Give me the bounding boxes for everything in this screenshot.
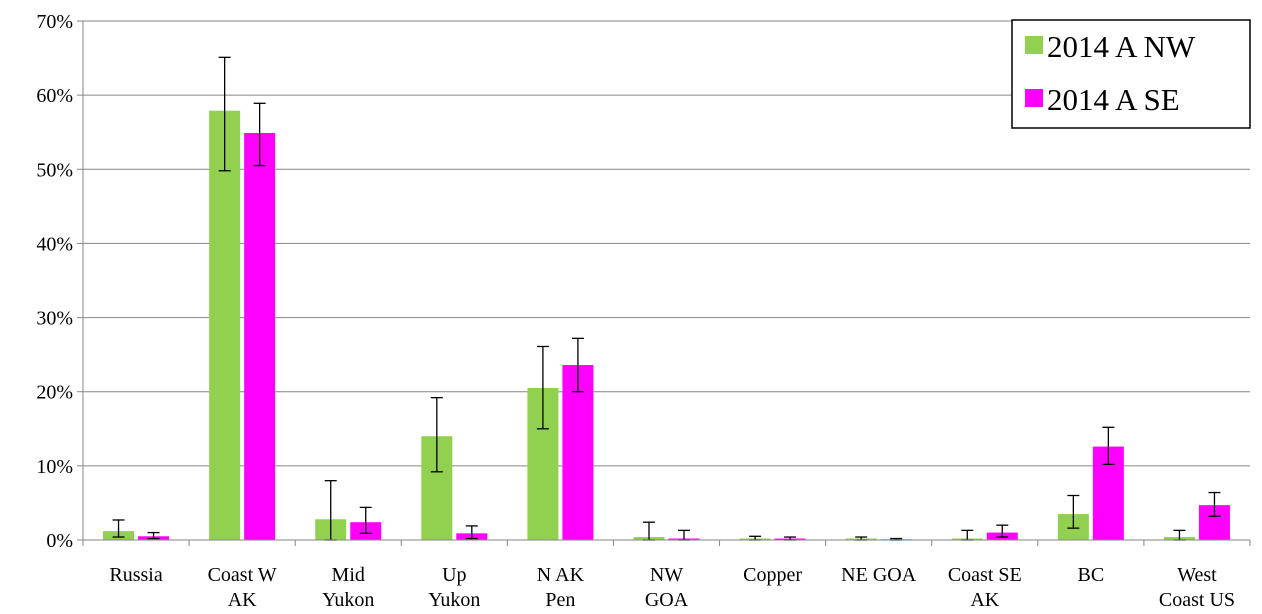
x-category-label: West xyxy=(1177,564,1217,586)
y-tick-label: 10% xyxy=(36,456,73,478)
legend-label: 2014 A SE xyxy=(1047,82,1180,117)
x-category-label: Yukon xyxy=(322,589,374,611)
x-category-label: Coast US xyxy=(1159,589,1235,611)
y-tick-label: 50% xyxy=(36,159,73,181)
x-category-label: Mid xyxy=(332,564,365,586)
x-category-label: BC xyxy=(1078,564,1105,586)
x-category-label: Pen xyxy=(545,589,575,611)
error-bars xyxy=(112,56,1221,541)
x-category-label: AK xyxy=(970,589,999,611)
legend: 2014 A NW 2014 A SE xyxy=(1011,19,1251,129)
y-tick-label: 60% xyxy=(36,85,73,107)
legend-box xyxy=(1011,19,1251,129)
y-axis: 0% 10% 20% 30% 40% 50% 60% 70% xyxy=(36,11,84,552)
bar xyxy=(209,110,241,540)
y-tick-label: 40% xyxy=(36,233,73,255)
x-category-label: Copper xyxy=(743,564,802,586)
bar xyxy=(244,132,276,540)
y-tick-label: 20% xyxy=(36,382,73,404)
x-category-label: GOA xyxy=(645,589,689,611)
y-tick-label: 0% xyxy=(46,530,73,552)
legend-swatch xyxy=(1025,36,1043,54)
y-tick-label: 30% xyxy=(36,308,73,330)
gridlines xyxy=(83,20,1250,467)
bars xyxy=(103,110,1230,540)
x-category-label: NW xyxy=(650,564,683,586)
bar xyxy=(562,365,594,540)
x-axis: Russia Coast W AK Mid Yukon Up Yukon N AK Pen NW G… xyxy=(82,539,1251,611)
x-category-label: Up xyxy=(442,564,466,586)
x-category-label: Coast W xyxy=(208,564,277,586)
x-category-label: Coast SE xyxy=(948,564,1022,586)
x-category-label: Russia xyxy=(109,564,162,586)
legend-label: 2014 A NW xyxy=(1047,29,1196,64)
x-category-label: NE GOA xyxy=(841,564,917,586)
x-category-label: N AK xyxy=(537,564,585,586)
x-category-label: AK xyxy=(228,589,257,611)
legend-swatch xyxy=(1025,89,1043,107)
x-category-label: Yukon xyxy=(428,589,480,611)
y-tick-label: 70% xyxy=(36,11,73,33)
